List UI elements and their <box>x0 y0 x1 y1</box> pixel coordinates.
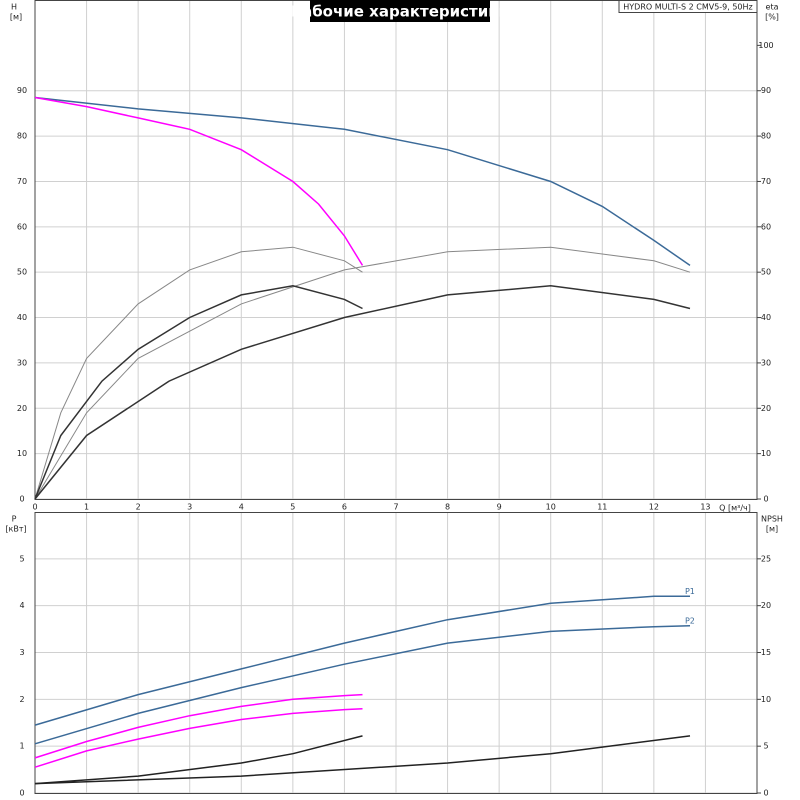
x-tick-label: 6 <box>342 503 347 512</box>
y2-tick-label: 30 <box>761 358 771 367</box>
y2-tick-label: 50 <box>761 268 771 277</box>
y2-tick-label: 70 <box>761 177 771 186</box>
curve <box>34 285 363 500</box>
y2-tick-label: 100 <box>758 41 773 50</box>
y-axis-label: P <box>12 515 17 524</box>
x-tick-label: 11 <box>597 503 607 512</box>
x-tick-label: 4 <box>239 503 244 512</box>
chart-title: Рабочие характеристики <box>291 3 509 21</box>
y2-tick-label: 60 <box>761 222 771 231</box>
x-tick-label: 0 <box>32 503 37 512</box>
x-tick-label: 9 <box>497 503 502 512</box>
y2-axis-unit: [%] <box>765 13 779 22</box>
y-tick-label: 70 <box>17 177 27 186</box>
y2-tick-label: 0 <box>763 495 768 504</box>
x-axis-label: Q [м³/ч] <box>719 504 751 513</box>
y-axis-unit: [м] <box>10 13 22 22</box>
y2-tick-label: 25 <box>761 554 771 563</box>
curve <box>34 735 363 785</box>
y-tick-label: 90 <box>17 86 27 95</box>
y2-tick-label: 10 <box>761 449 771 458</box>
y2-axis-label: NPSH <box>761 515 783 524</box>
y2-tick-label: 20 <box>761 601 771 610</box>
y-tick-label: 2 <box>19 695 24 704</box>
x-tick-label: 13 <box>700 503 710 512</box>
y-tick-label: 3 <box>19 648 24 657</box>
y-tick-label: 60 <box>17 222 27 231</box>
x-tick-label: 12 <box>649 503 659 512</box>
model-label: HYDRO MULTI-S 2 CMV5-9, 50Hz <box>623 3 752 12</box>
curve <box>34 693 363 759</box>
y-tick-label: 0 <box>19 495 24 504</box>
y-tick-label: 4 <box>19 601 24 610</box>
y2-tick-label: 80 <box>761 132 771 141</box>
x-tick-label: 5 <box>290 503 295 512</box>
y-tick-label: 30 <box>17 358 27 367</box>
model-box <box>618 0 758 13</box>
y2-tick-label: 20 <box>761 404 771 413</box>
y-tick-label: 40 <box>17 313 27 322</box>
y2-tick-label: 10 <box>761 695 771 704</box>
y-tick-label: 10 <box>17 449 27 458</box>
x-tick-label: 3 <box>187 503 192 512</box>
y-tick-label: 1 <box>19 742 24 751</box>
y2-axis-unit: [м] <box>766 525 778 534</box>
curve <box>34 246 691 500</box>
curve <box>34 595 690 726</box>
y2-tick-label: 90 <box>761 86 771 95</box>
y2-axis-label: eta <box>766 3 779 12</box>
y-tick-label: 50 <box>17 268 27 277</box>
y2-tick-label: 0 <box>763 789 768 798</box>
title-box <box>310 0 490 22</box>
x-tick-label: 8 <box>445 503 450 512</box>
x-tick-label: 7 <box>393 503 398 512</box>
curve <box>34 735 691 785</box>
y-tick-label: 80 <box>17 132 27 141</box>
plot-frame <box>34 512 758 794</box>
curve <box>34 285 691 500</box>
curve <box>34 96 364 266</box>
x-tick-label: 10 <box>546 503 556 512</box>
y2-tick-label: 5 <box>763 742 768 751</box>
y-axis-unit: [кВт] <box>5 525 26 534</box>
y-tick-label: 0 <box>19 789 24 798</box>
curve-label: P1 <box>685 587 695 596</box>
curve-label: P2 <box>685 616 695 625</box>
curve <box>34 707 363 768</box>
y-tick-label: 20 <box>17 404 27 413</box>
x-tick-label: 1 <box>84 503 89 512</box>
y-tick-label: 5 <box>19 554 24 563</box>
curve <box>34 246 363 500</box>
curve <box>34 625 691 745</box>
y-axis-label: H <box>11 3 17 12</box>
x-tick-label: 2 <box>136 503 141 512</box>
curve <box>34 96 691 267</box>
y2-tick-label: 40 <box>761 313 771 322</box>
y2-tick-label: 15 <box>761 648 771 657</box>
